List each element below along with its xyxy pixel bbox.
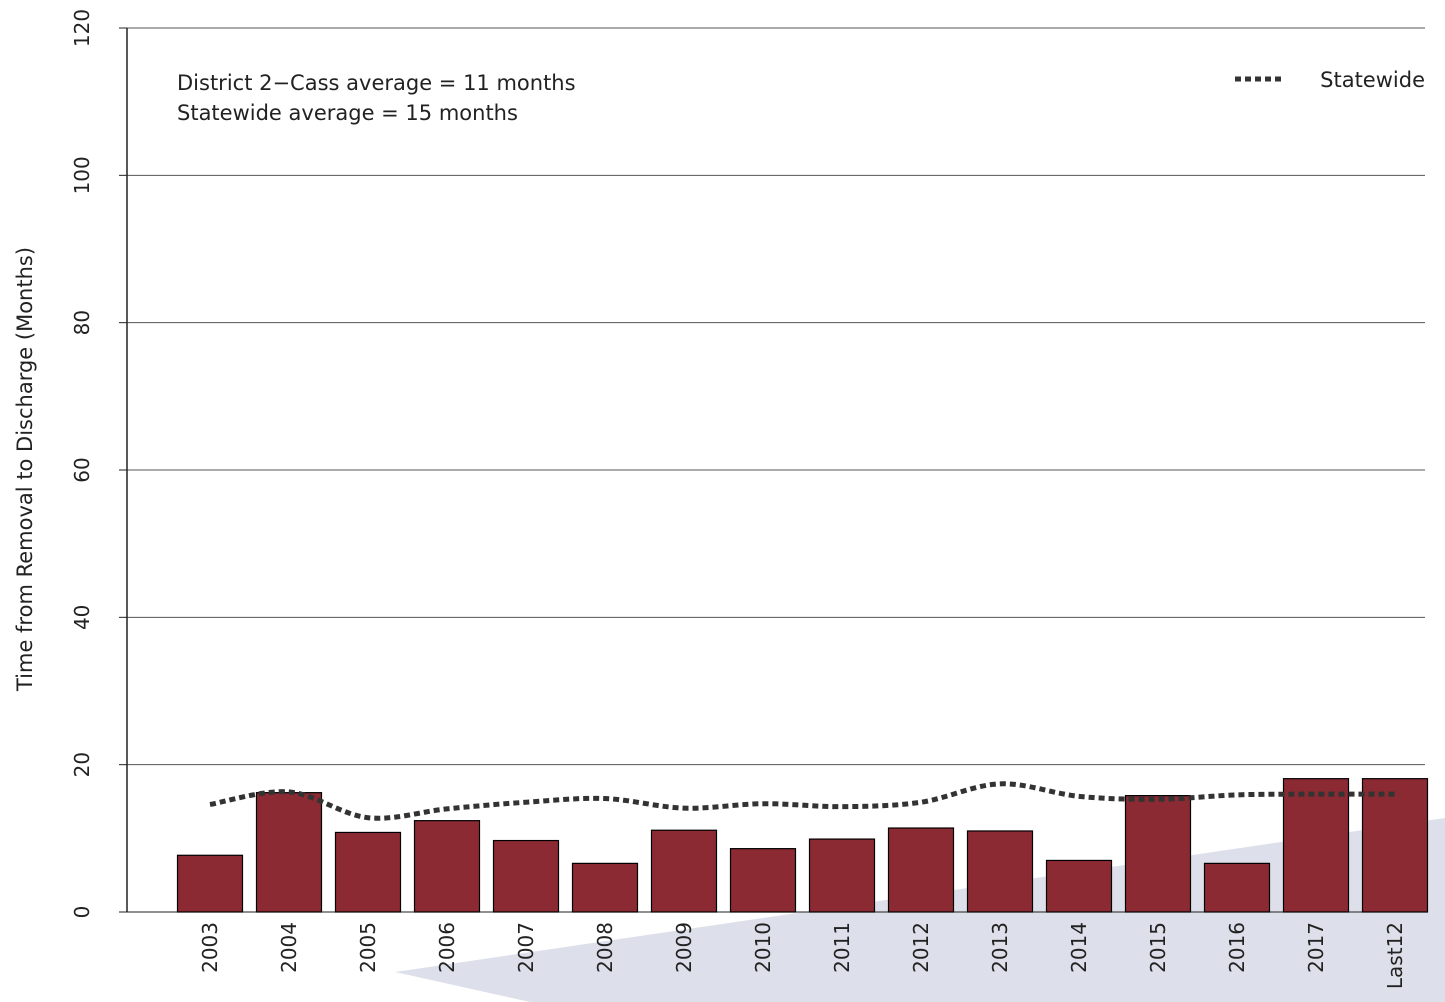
x-tick-label: 2005 — [356, 922, 380, 973]
y-tick-label: 0 — [70, 906, 94, 919]
x-tick-label: 2010 — [751, 922, 775, 973]
y-tick-label: 60 — [70, 457, 94, 482]
x-tick-label: 2014 — [1067, 922, 1091, 973]
bar — [255, 792, 323, 913]
x-tick-label: 2006 — [435, 922, 459, 973]
x-tick-label: 2017 — [1304, 922, 1328, 973]
bar — [1203, 862, 1271, 913]
y-tick-label: 40 — [70, 605, 94, 630]
x-tick-label: 2016 — [1225, 922, 1249, 973]
x-tick-label: 2009 — [672, 922, 696, 973]
bar — [1282, 778, 1350, 913]
bar — [966, 830, 1034, 913]
bar — [334, 831, 402, 913]
y-axis-title: Time from Removal to Discharge (Months) — [13, 247, 37, 692]
bar — [492, 839, 560, 913]
bar-series — [176, 778, 1429, 913]
y-tick-label: 20 — [70, 752, 94, 777]
bar — [887, 827, 955, 913]
bar — [1361, 778, 1429, 913]
annotation-district-average: District 2−Cass average = 11 months — [177, 71, 576, 95]
bar — [571, 862, 639, 913]
x-tick-label: 2012 — [909, 922, 933, 973]
x-tick-labels: 2003 2004 2005 2006 2007 2008 2009 2010 2011 2012… — [198, 922, 1407, 989]
bar — [1045, 859, 1113, 913]
x-tick-label: 2007 — [514, 922, 538, 973]
y-tick-label: 120 — [70, 9, 94, 47]
bar — [808, 838, 876, 913]
x-tick-label: 2013 — [988, 922, 1012, 973]
x-tick-label: 2003 — [198, 922, 222, 973]
statewide-line — [209, 781, 1396, 821]
legend-label-statewide: Statewide — [1320, 68, 1425, 92]
bar — [729, 848, 797, 913]
y-tick-labels: 0 20 40 60 80 100 120 — [70, 9, 94, 918]
bar — [1124, 795, 1192, 913]
x-tick-label: 2011 — [830, 922, 854, 973]
y-tick-label: 80 — [70, 310, 94, 335]
x-tick-label: 2008 — [593, 922, 617, 973]
x-tick-label: Last12 — [1383, 922, 1407, 989]
x-tick-label: 2015 — [1146, 922, 1170, 973]
y-tick-label: 100 — [70, 156, 94, 194]
bar — [176, 854, 244, 913]
gridlines — [119, 27, 1425, 913]
x-tick-label: 2004 — [277, 922, 301, 973]
bar — [650, 829, 718, 913]
annotation-statewide-average: Statewide average = 15 months — [177, 101, 518, 125]
bar — [413, 820, 481, 913]
